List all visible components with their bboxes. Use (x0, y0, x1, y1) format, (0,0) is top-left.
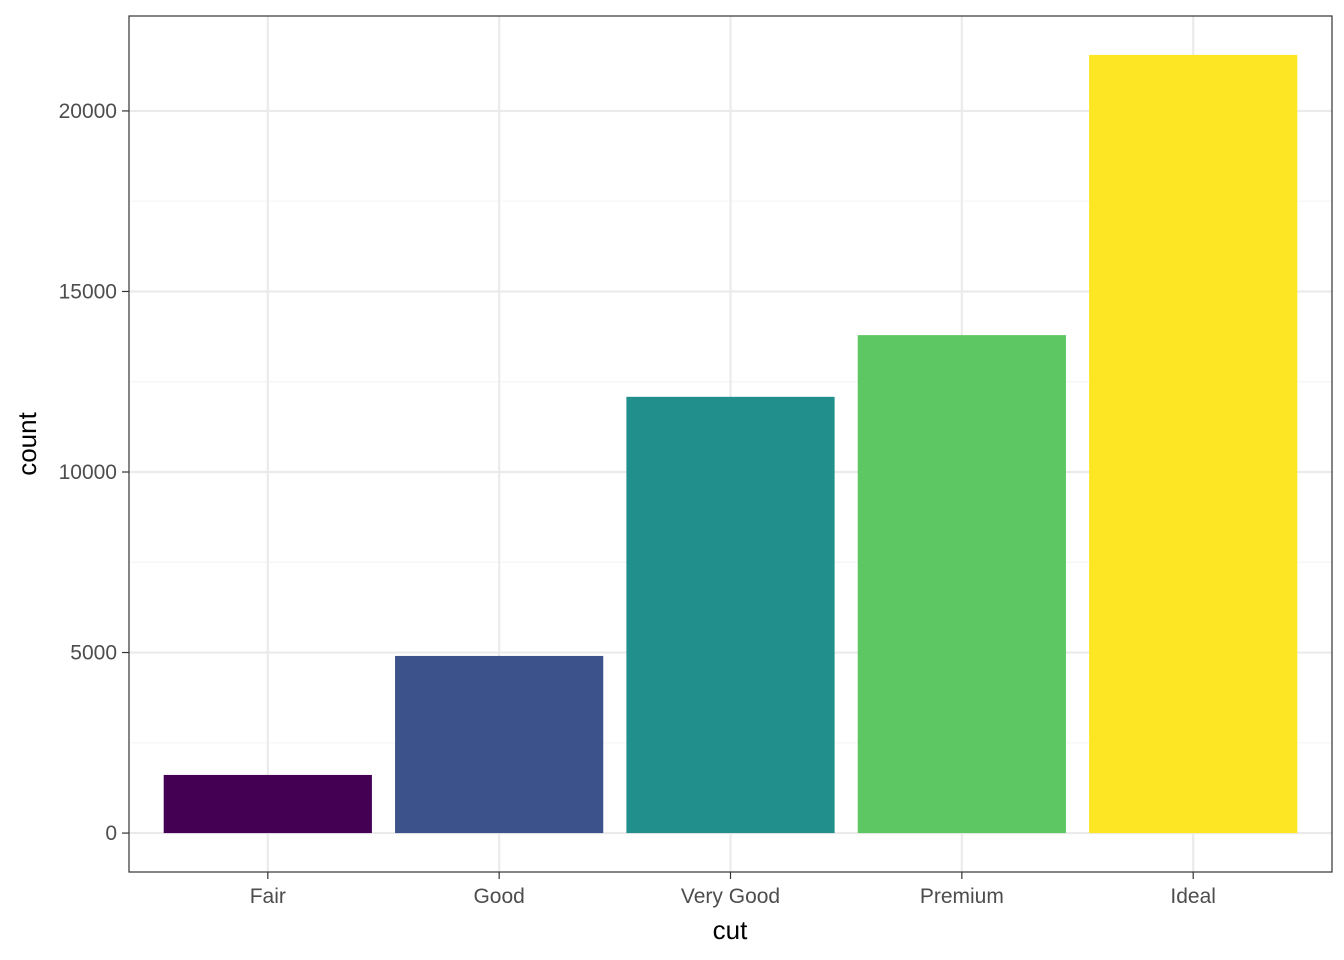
x-tick-label: Ideal (1170, 885, 1216, 908)
x-axis: Fair Good Very Good Premium Ideal (250, 872, 1216, 908)
y-tick-label: 10000 (59, 461, 117, 484)
y-tick-label: 20000 (59, 100, 117, 123)
bar-good (395, 655, 604, 834)
bar-premium (857, 335, 1066, 834)
x-tick-label: Fair (250, 885, 286, 908)
x-tick-label: Premium (920, 885, 1004, 908)
y-axis: 0 5000 10000 15000 20000 (59, 100, 129, 845)
x-tick-label: Good (473, 885, 524, 908)
bar-ideal (1089, 54, 1298, 834)
bar-very-good (626, 396, 835, 834)
y-tick-label: 15000 (59, 280, 117, 303)
y-tick-label: 5000 (70, 642, 117, 665)
y-tick-label: 0 (105, 822, 117, 845)
bars (163, 54, 1298, 834)
y-axis-title: count (12, 411, 42, 475)
bar-fair (163, 774, 372, 834)
x-tick-label: Very Good (681, 885, 780, 908)
x-axis-title: cut (713, 915, 748, 945)
